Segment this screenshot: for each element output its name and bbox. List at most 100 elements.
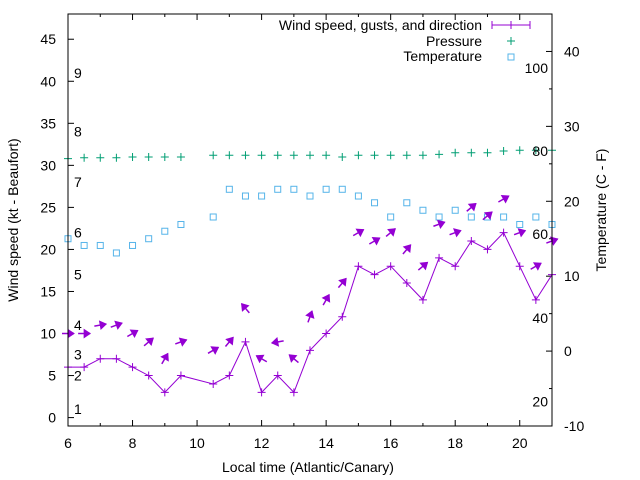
temperature-point <box>435 213 443 221</box>
legend-key-wind-marker <box>507 21 515 29</box>
wind-speed-point <box>128 363 137 372</box>
temperature-point <box>451 206 459 214</box>
y-tick-label: 15 <box>40 283 56 299</box>
wind-direction-arrowhead <box>500 194 510 204</box>
temperature-point <box>500 213 508 221</box>
wind-direction-arrowhead <box>402 244 412 253</box>
fahrenheit-label: 60 <box>532 226 548 242</box>
wind-speed-point <box>483 245 492 254</box>
y-tick-label: 0 <box>48 410 56 426</box>
wind-direction-arrowhead <box>321 293 331 303</box>
wind-speed-point <box>467 237 476 246</box>
x-tick-label: 16 <box>383 435 399 451</box>
pressure-point <box>209 151 218 160</box>
beaufort-label: 8 <box>74 124 82 140</box>
wind-speed-point <box>144 371 153 380</box>
temperature-point <box>322 185 330 193</box>
wind-direction-arrowhead <box>338 277 347 287</box>
wind-direction-arrowhead <box>288 354 298 363</box>
y-axis-label: Wind speed (kt - Beaufort) <box>5 138 21 301</box>
fahrenheit-label: 20 <box>532 393 548 409</box>
legend-label-wind: Wind speed, gusts, and direction <box>279 17 482 33</box>
legend-keys <box>491 21 531 61</box>
pressure-point <box>144 152 153 161</box>
wind-speed-point <box>386 262 395 271</box>
y2-tick-label: 0 <box>564 343 572 359</box>
wind-direction-arrowhead <box>483 211 493 220</box>
temperature-point <box>145 235 153 243</box>
pressure-point <box>531 146 540 155</box>
beaufort-label: 7 <box>74 174 82 190</box>
pressure-point <box>402 151 411 160</box>
pressure-point <box>418 151 427 160</box>
temperature-point <box>354 192 362 200</box>
wind-speed-point <box>338 312 347 321</box>
wind-speed-point <box>289 388 298 397</box>
pressure-point <box>322 151 331 160</box>
pressure-point <box>370 151 379 160</box>
beaufort-label: 2 <box>74 368 82 384</box>
temperature-point <box>274 185 282 193</box>
wind-speed-line <box>68 231 553 394</box>
temperature-point <box>96 241 104 249</box>
y-tick-label: 40 <box>40 73 56 89</box>
wind-direction-arrowhead <box>371 236 381 246</box>
beaufort-label: 4 <box>74 317 82 333</box>
wind-speed-point <box>80 363 89 372</box>
beaufort-label: 3 <box>74 347 82 363</box>
wind-speed-point <box>225 371 234 380</box>
wind-speed-point <box>370 270 379 279</box>
tick-labels: 6 8 10 12 14 16 18 20051015202530354045-1001020… <box>40 31 584 451</box>
wind-direction-arrowhead <box>98 320 108 331</box>
y-tick-label: 25 <box>40 199 56 215</box>
pressure-point <box>96 153 105 162</box>
wind-speed-point <box>402 279 411 288</box>
x-tick-label: 6 <box>64 435 72 451</box>
x-tick-label: 10 <box>189 435 205 451</box>
wind-speed-point <box>515 262 524 271</box>
pressure-point <box>225 151 234 160</box>
legend-key-temperature <box>507 53 515 61</box>
wind-direction-arrowhead <box>160 352 169 362</box>
beaufort-label: 6 <box>74 225 82 241</box>
temperature-point <box>516 220 524 228</box>
y-tick-label: 35 <box>40 115 56 131</box>
temperature-point <box>387 213 395 221</box>
temperature-point <box>225 185 233 193</box>
wind-direction-arrowhead <box>387 228 396 237</box>
legend-label-temperature: Temperature <box>403 48 482 64</box>
beaufort-label: 9 <box>74 65 82 81</box>
y-tick-label: 10 <box>40 326 56 342</box>
pressure-point <box>338 152 347 161</box>
plot-frame <box>67 13 553 427</box>
fahrenheit-label: 80 <box>532 143 548 159</box>
pressure-point <box>467 148 476 157</box>
pressure-point <box>483 148 492 157</box>
temperature-point <box>177 220 185 228</box>
y2-axis-label: Temperature (C - F) <box>593 149 609 272</box>
x-tick-label: 18 <box>447 435 463 451</box>
temperature-point <box>419 206 427 214</box>
wind-direction-arrowhead <box>453 228 462 238</box>
temperature-point <box>467 213 475 221</box>
wind-speed-point <box>531 295 540 304</box>
x-tick-label: 12 <box>254 435 270 451</box>
temperature-point <box>258 192 266 200</box>
pressure-point <box>257 151 266 160</box>
y-tick-label: 30 <box>40 157 56 173</box>
pressure-point <box>176 152 185 161</box>
x-tick-label: 14 <box>318 435 334 451</box>
temperature-point <box>129 241 137 249</box>
wind-direction-arrowhead <box>129 329 139 339</box>
wind-direction-arrowhead <box>517 228 527 238</box>
axis-ticks <box>67 13 553 427</box>
beaufort-label: 5 <box>74 267 82 283</box>
wind-speed-point <box>209 379 218 388</box>
wind-speed-point <box>112 354 121 363</box>
pressure-point <box>354 151 363 160</box>
pressure-point <box>515 146 524 155</box>
pressure-point <box>451 148 460 157</box>
pressure-point <box>160 152 169 161</box>
pressure-point <box>273 151 282 160</box>
